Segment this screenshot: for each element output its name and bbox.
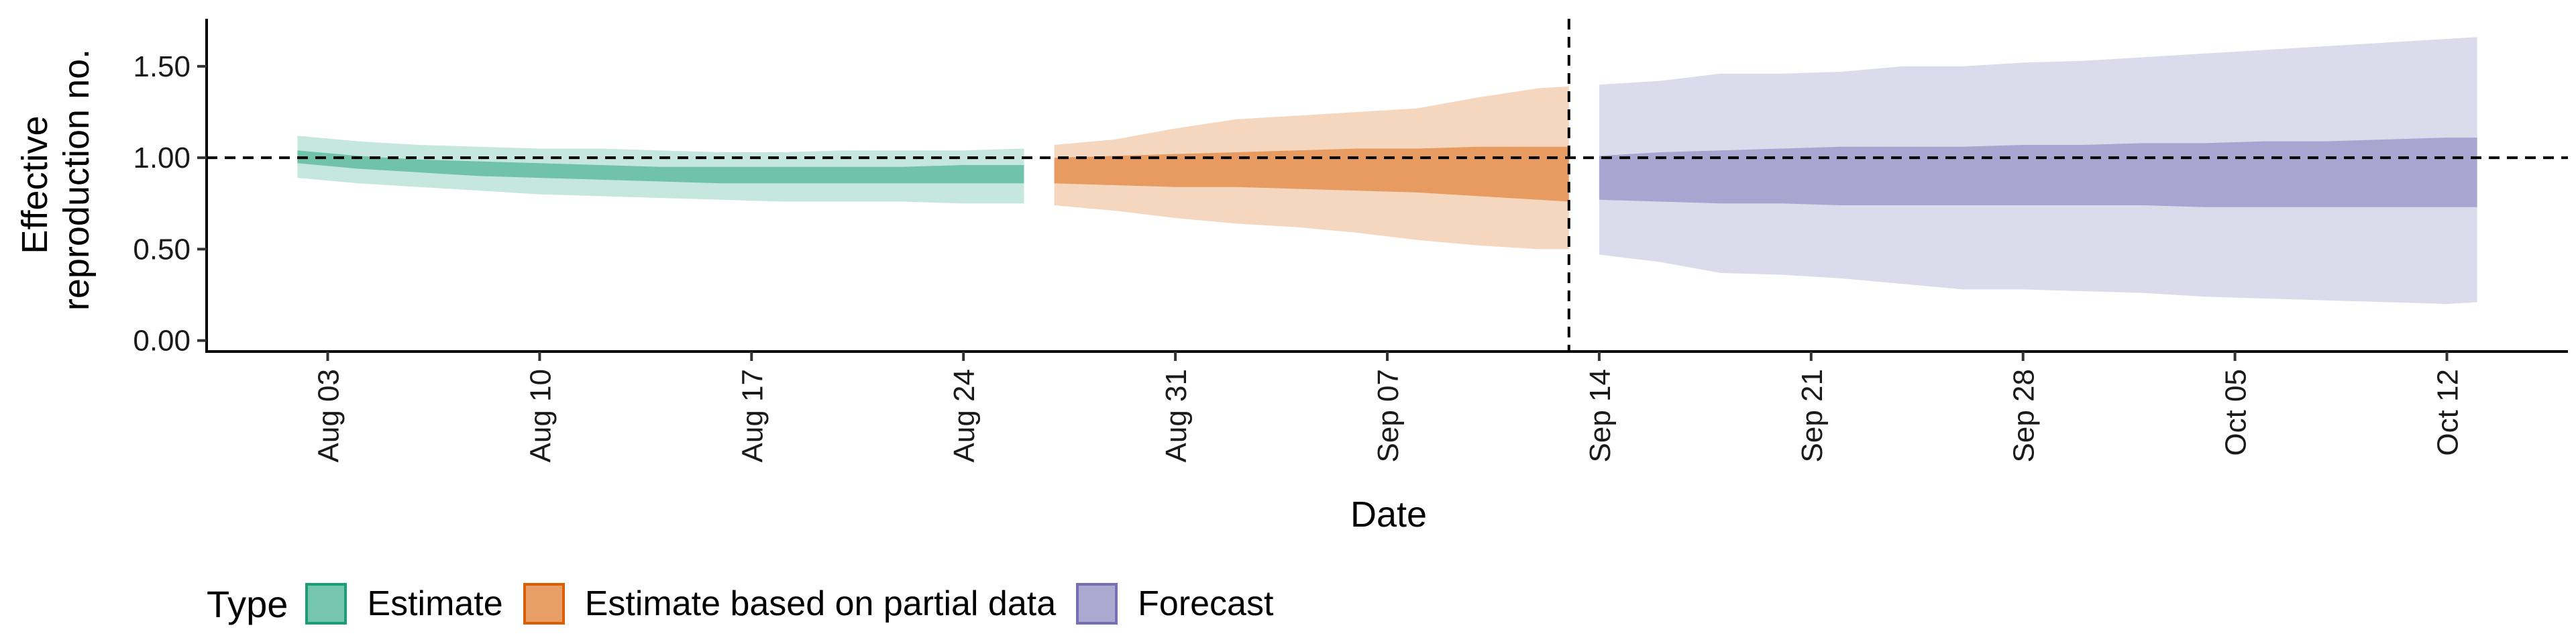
legend-label-forecast: Forecast [1138,584,1274,623]
y-axis-title-line-1: Effective [15,115,55,254]
x-tick-label: Aug 31 [1160,369,1193,462]
legend-item-partial: Estimate based on partial data [523,583,1056,625]
y-tick-label: 1.00 [133,142,191,174]
legend-swatch-estimate [305,583,347,625]
ribbon-layer [297,37,2477,305]
y-axis-title: Effective reproduction no. [15,49,97,311]
x-tick-label: Aug 17 [736,369,769,462]
x-axis-title: Date [1350,494,1427,535]
x-tick-label: Oct 05 [2220,369,2253,456]
y-tick-label: 0.00 [133,325,191,358]
legend-swatch-partial [523,583,565,625]
x-tick-label: Aug 24 [948,369,981,462]
band-50-series-2 [1599,138,2477,207]
legend-swatch-forecast [1076,583,1118,625]
x-tick-label: Sep 07 [1372,369,1405,462]
x-tick-label: Oct 12 [2431,369,2464,456]
y-tick-label: 1.50 [133,50,191,83]
x-tick-label: Sep 28 [2008,369,2041,462]
legend-title: Type [207,582,288,625]
legend-item-estimate: Estimate [305,583,503,625]
band-50-series-1 [1054,146,1569,202]
reference-lines [207,19,2568,352]
y-tick-label: 0.50 [133,233,191,266]
band-50-series-0 [297,150,1024,184]
x-tick-label: Aug 10 [524,369,557,462]
x-tick-label: Aug 03 [313,369,345,462]
legend: Type Estimate Estimate based on partial … [207,570,1293,637]
y-axis-title-line-2: reproduction no. [56,49,97,311]
legend-item-forecast: Forecast [1076,583,1273,625]
legend-label-partial: Estimate based on partial data [584,584,1057,623]
x-tick-label: Sep 21 [1796,369,1829,462]
x-tick-label: Sep 14 [1584,369,1617,462]
ticks: 0.00 0.50 1.00 1.50 Aug 03 Aug 10 Aug 17 Aug 24… [133,50,2464,463]
legend-label-estimate: Estimate [367,584,503,623]
